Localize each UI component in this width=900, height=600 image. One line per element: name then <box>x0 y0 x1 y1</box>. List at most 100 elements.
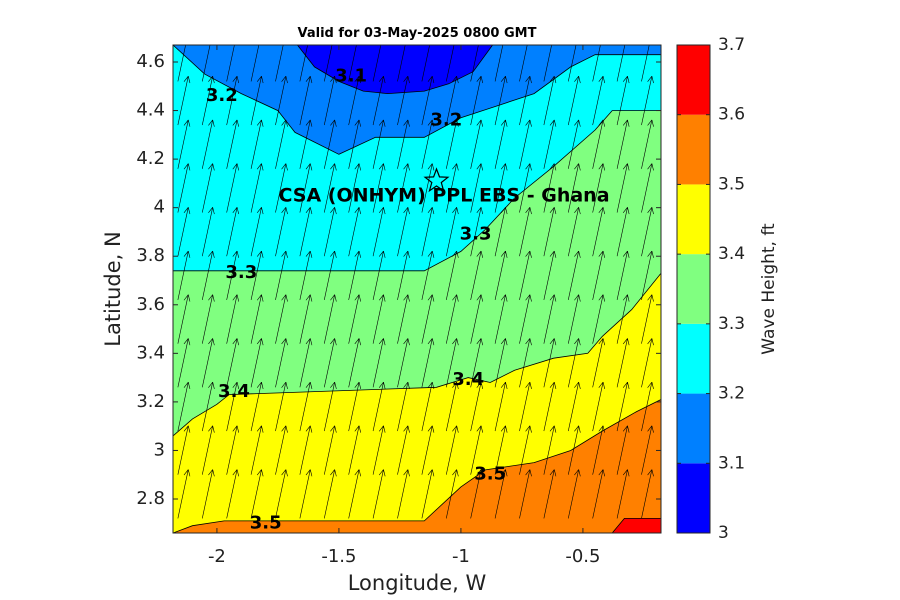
svg-text:3.3: 3.3 <box>718 314 745 334</box>
direction-arrow <box>445 119 459 169</box>
y-tick: 4 <box>154 197 661 218</box>
direction-arrow <box>226 338 240 388</box>
direction-arrow <box>592 425 606 475</box>
direction-arrow <box>250 469 264 519</box>
colorbar-segment <box>677 254 710 324</box>
direction-arrow <box>421 469 435 519</box>
direction-arrow <box>275 381 288 432</box>
direction-arrow <box>543 250 557 300</box>
colorbar: 3 3.1 3.2 3.3 3.4 3.5 3.6 3.7 <box>676 35 745 543</box>
direction-arrow <box>323 119 337 169</box>
direction-arrow <box>421 45 430 82</box>
direction-arrow <box>177 469 191 519</box>
svg-text:3.8: 3.8 <box>136 245 165 266</box>
direction-arrow <box>275 469 288 519</box>
direction-arrow <box>348 469 362 519</box>
direction-arrow <box>494 45 504 82</box>
x-axis-ticks: -2 -1.5 -1 -0.5 <box>208 45 600 567</box>
contour-labels: 3.1 3.2 3.2 3.3 3.3 3.4 3.4 3.5 3.5 <box>206 66 506 534</box>
direction-arrow <box>323 381 337 432</box>
direction-arrow <box>201 469 215 519</box>
direction-arrow <box>616 207 630 257</box>
direction-arrow <box>470 425 484 475</box>
direction-arrow <box>494 381 508 432</box>
direction-arrow <box>544 0 556 38</box>
direction-arrow <box>494 294 508 344</box>
svg-text:2.8: 2.8 <box>136 488 165 509</box>
direction-arrow <box>177 294 191 344</box>
colorbar-tick: 3 <box>677 523 729 543</box>
direction-arrow <box>397 45 406 82</box>
direction-arrow <box>641 381 654 432</box>
direction-arrow <box>567 76 581 126</box>
svg-text:3.4: 3.4 <box>136 342 165 363</box>
direction-arrow <box>421 250 435 300</box>
direction-arrow <box>299 163 313 213</box>
direction-arrow <box>348 163 362 213</box>
colorbar-segment <box>677 463 710 533</box>
x-tick: -2 <box>208 45 226 567</box>
direction-arrow <box>519 469 532 519</box>
direction-arrow <box>275 76 288 126</box>
svg-text:4.2: 4.2 <box>136 148 165 169</box>
direction-arrow <box>445 425 459 475</box>
direction-arrow <box>348 425 362 475</box>
direction-arrow <box>275 294 288 344</box>
direction-arrow <box>616 381 630 432</box>
svg-text:4.4: 4.4 <box>136 100 165 121</box>
direction-arrow <box>323 294 337 344</box>
y-tick: 4.4 <box>136 100 661 121</box>
direction-arrow <box>275 338 288 388</box>
colorbar-label: Wave Height, ft <box>759 223 779 355</box>
direction-arrow <box>299 294 313 344</box>
direction-arrow <box>543 294 557 344</box>
direction-arrow <box>543 469 557 519</box>
direction-arrow <box>445 76 459 126</box>
direction-arrow <box>543 207 557 257</box>
direction-arrow <box>470 76 484 126</box>
direction-arrow <box>616 294 630 344</box>
direction-arrow <box>543 381 557 432</box>
direction-arrow <box>299 119 313 169</box>
direction-arrow <box>641 0 653 38</box>
svg-text:-0.5: -0.5 <box>565 546 600 567</box>
direction-arrow <box>421 76 435 126</box>
direction-arrow <box>641 76 654 126</box>
direction-arrow <box>519 294 532 344</box>
direction-arrow <box>445 163 459 213</box>
contour-fills <box>173 45 661 533</box>
direction-arrow <box>251 0 263 38</box>
contour-lines <box>173 45 661 533</box>
band-3.6 <box>612 518 661 533</box>
svg-text:-1: -1 <box>452 546 470 567</box>
direction-arrow <box>250 207 264 257</box>
direction-arrow <box>323 469 337 519</box>
direction-arrow <box>592 163 606 213</box>
svg-text:-1.5: -1.5 <box>321 546 356 567</box>
direction-arrow <box>470 381 484 432</box>
svg-text:-2: -2 <box>208 546 226 567</box>
direction-arrow <box>543 425 557 475</box>
direction-arrow <box>177 207 191 257</box>
direction-arrow <box>543 76 557 126</box>
contour-label: 3.1 <box>335 66 367 87</box>
direction-arrow <box>299 207 313 257</box>
y-tick: 3.8 <box>136 245 661 266</box>
direction-arrow <box>397 163 410 213</box>
direction-arrow <box>372 338 386 388</box>
direction-arrow <box>397 338 410 388</box>
direction-arrow <box>494 163 508 213</box>
direction-arrow <box>201 381 215 432</box>
direction-arrow <box>592 45 601 82</box>
direction-arrow <box>275 45 284 82</box>
direction-arrow <box>641 250 654 300</box>
direction-arrow <box>275 250 288 300</box>
direction-arrow <box>323 163 337 213</box>
svg-text:3.5: 3.5 <box>718 174 745 194</box>
direction-arrow <box>445 381 459 432</box>
colorbar-tick: 3.4 <box>677 244 745 264</box>
svg-text:3.6: 3.6 <box>718 105 745 125</box>
direction-arrow <box>178 0 190 38</box>
direction-arrow <box>519 119 532 169</box>
